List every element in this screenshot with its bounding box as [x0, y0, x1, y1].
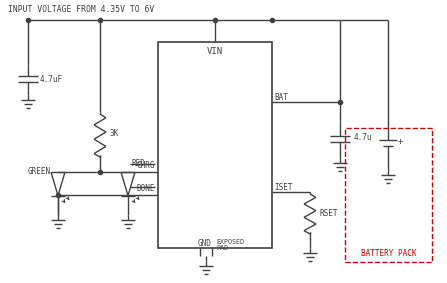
Text: BAT: BAT — [274, 93, 288, 102]
Text: RED: RED — [132, 158, 146, 168]
Text: GND: GND — [198, 239, 212, 248]
Bar — [158, 42, 272, 248]
Text: 3K: 3K — [110, 128, 119, 138]
Text: BATTERY PACK: BATTERY PACK — [361, 250, 416, 258]
Text: 4.7uF: 4.7uF — [40, 74, 63, 83]
Text: +: + — [398, 136, 403, 145]
Bar — [345, 128, 432, 262]
Text: GREEN: GREEN — [28, 168, 51, 177]
Text: 4.7u: 4.7u — [354, 132, 372, 142]
Text: DONE: DONE — [136, 184, 155, 193]
Text: CHRG: CHRG — [136, 161, 155, 170]
Text: EXPOSED
PAD: EXPOSED PAD — [216, 239, 244, 252]
Text: ISET: ISET — [274, 183, 292, 192]
Text: VIN: VIN — [207, 48, 223, 57]
Text: RSET: RSET — [320, 209, 338, 218]
Text: INPUT VOLTAGE FROM 4.35V TO 6V: INPUT VOLTAGE FROM 4.35V TO 6V — [8, 5, 154, 14]
